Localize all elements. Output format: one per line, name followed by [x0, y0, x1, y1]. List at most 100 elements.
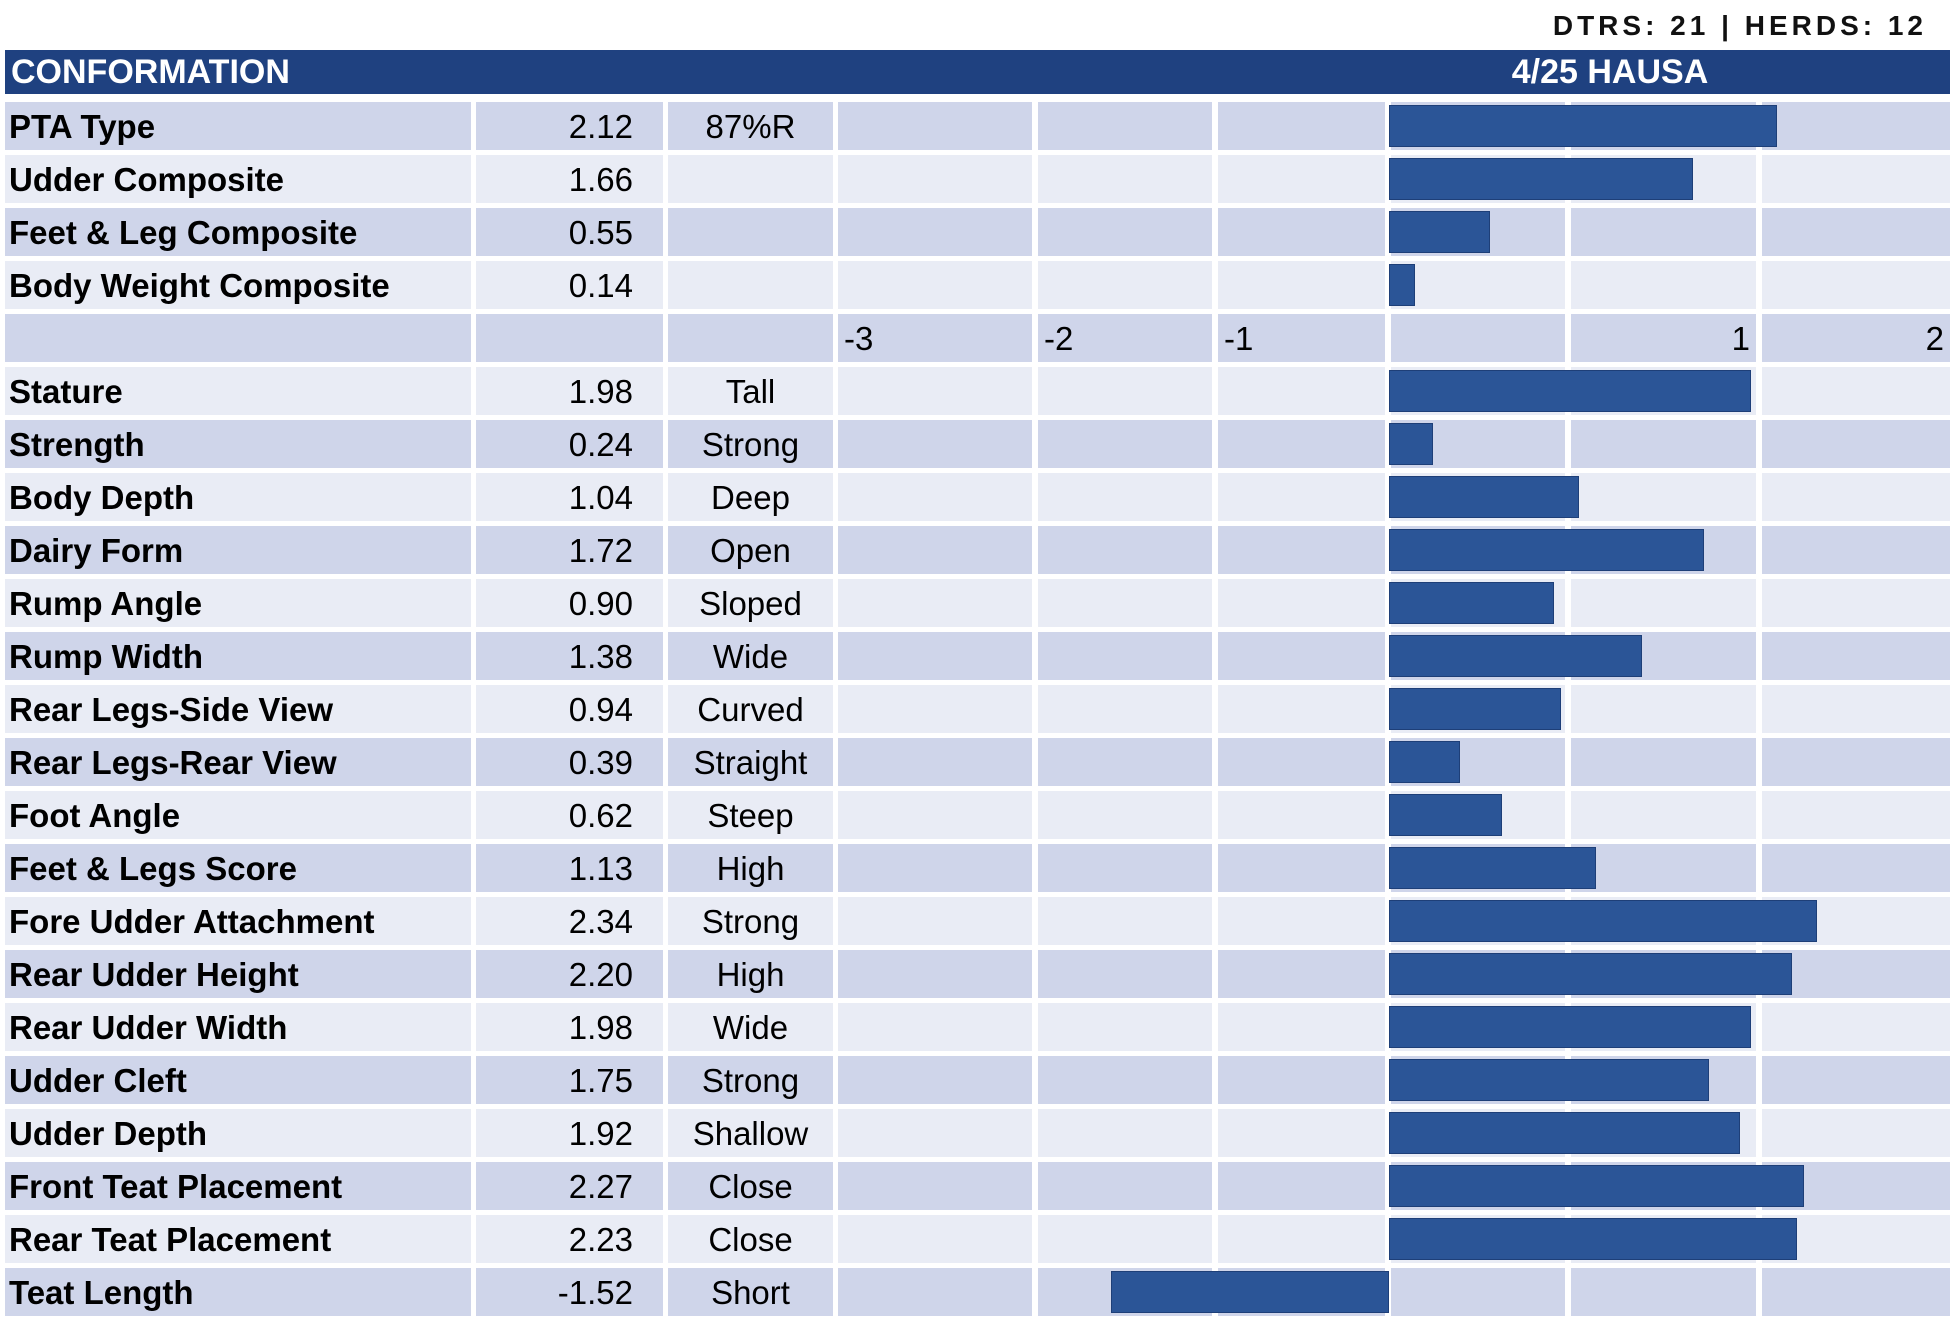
- chart-grid-cell: [1038, 367, 1212, 415]
- value-bar: [1389, 529, 1704, 571]
- row-label: Rear Udder Height: [5, 950, 471, 998]
- chart-grid-cell: [838, 367, 1032, 415]
- pta-value: 1.98: [476, 367, 663, 415]
- pta-value: 1.75: [476, 1056, 663, 1104]
- row-label: Rear Udder Width: [5, 1003, 471, 1051]
- row-label: Body Depth: [5, 473, 471, 521]
- chart-grid-cell: [1571, 685, 1756, 733]
- value-bar: [1389, 688, 1562, 730]
- chart-grid-cell: [1762, 950, 1950, 998]
- trait-description: Deep: [668, 473, 833, 521]
- chart-grid-cell: [1571, 738, 1756, 786]
- pta-value: 0.24: [476, 420, 663, 468]
- chart-grid-cell: [1218, 261, 1385, 309]
- chart-grid-cell: [1762, 1003, 1950, 1051]
- chart-grid-cell: [1218, 844, 1385, 892]
- chart-grid-cell: [1571, 844, 1756, 892]
- row-label: Rump Angle: [5, 579, 471, 627]
- axis-cell: -2: [1038, 314, 1212, 362]
- axis-cell: [1391, 314, 1565, 362]
- chart-grid-cell: [1038, 1215, 1212, 1263]
- chart-grid-cell: [1762, 1056, 1950, 1104]
- row-label: Udder Depth: [5, 1109, 471, 1157]
- pta-value: 1.72: [476, 526, 663, 574]
- value-bar: [1389, 476, 1580, 518]
- value-bar: [1389, 1059, 1710, 1101]
- chart-grid-cell: [1762, 1109, 1950, 1157]
- chart-grid-cell: [1762, 791, 1950, 839]
- trait-description: [668, 261, 833, 309]
- chart-grid-cell: [1038, 1056, 1212, 1104]
- pta-value: 0.62: [476, 791, 663, 839]
- chart-grid-cell: [838, 1003, 1032, 1051]
- evaluation-source: 4/25 HAUSA: [1511, 53, 1709, 91]
- chart-grid-cell: [1218, 897, 1385, 945]
- row-label: [5, 314, 471, 362]
- trait-description: Short: [668, 1268, 833, 1316]
- value-bar: [1389, 847, 1596, 889]
- chart-grid-cell: [838, 1056, 1032, 1104]
- chart-grid-cell: [838, 791, 1032, 839]
- pta-value: 0.94: [476, 685, 663, 733]
- trait-description: Close: [668, 1215, 833, 1263]
- chart-grid-cell: [1218, 685, 1385, 733]
- value-bar: [1389, 635, 1642, 677]
- chart-grid-cell: [838, 473, 1032, 521]
- trait-description: High: [668, 844, 833, 892]
- pta-value: 1.04: [476, 473, 663, 521]
- trait-description: High: [668, 950, 833, 998]
- row-label: Udder Cleft: [5, 1056, 471, 1104]
- chart-grid-cell: [1218, 1162, 1385, 1210]
- pta-value: 2.12: [476, 102, 663, 150]
- chart-grid-cell: [838, 950, 1032, 998]
- chart-grid-cell: [1762, 632, 1950, 680]
- trait-description: Steep: [668, 791, 833, 839]
- chart-grid-cell: [838, 1109, 1032, 1157]
- value-bar: [1389, 1218, 1798, 1260]
- chart-grid-cell: [838, 897, 1032, 945]
- trait-description: Strong: [668, 420, 833, 468]
- trait-description: [668, 208, 833, 256]
- row-label: Rear Teat Placement: [5, 1215, 471, 1263]
- chart-grid-cell: [1038, 473, 1212, 521]
- row-label: Dairy Form: [5, 526, 471, 574]
- row-label: Foot Angle: [5, 791, 471, 839]
- chart-grid-cell: [1218, 526, 1385, 574]
- value-bar: [1389, 370, 1752, 412]
- value-bar: [1389, 1112, 1741, 1154]
- chart-grid-cell: [1762, 473, 1950, 521]
- chart-grid-cell: [1038, 685, 1212, 733]
- pta-value: 0.14: [476, 261, 663, 309]
- trait-description: Strong: [668, 1056, 833, 1104]
- chart-grid-cell: [1218, 155, 1385, 203]
- chart-grid-cell: [1038, 1162, 1212, 1210]
- trait-description: Curved: [668, 685, 833, 733]
- pta-value: 1.66: [476, 155, 663, 203]
- trait-description: Strong: [668, 897, 833, 945]
- trait-description: Wide: [668, 632, 833, 680]
- pta-value: 2.27: [476, 1162, 663, 1210]
- trait-description: 87%R: [668, 102, 833, 150]
- row-label: Teat Length: [5, 1268, 471, 1316]
- pta-value: 2.23: [476, 1215, 663, 1263]
- chart-grid-cell: [1038, 155, 1212, 203]
- trait-description: Open: [668, 526, 833, 574]
- chart-grid-cell: [1218, 367, 1385, 415]
- row-label: Stature: [5, 367, 471, 415]
- value-bar: [1389, 264, 1415, 306]
- chart-grid-cell: [1218, 208, 1385, 256]
- chart-grid-cell: [1391, 1268, 1565, 1316]
- chart-grid-cell: [1038, 102, 1212, 150]
- chart-grid-cell: [1571, 420, 1756, 468]
- chart-grid-cell: [1038, 526, 1212, 574]
- chart-grid-cell: [1038, 897, 1212, 945]
- axis-cell: -1: [1218, 314, 1385, 362]
- chart-grid-cell: [1762, 844, 1950, 892]
- chart-grid-cell: [1218, 738, 1385, 786]
- row-label: PTA Type: [5, 102, 471, 150]
- chart-grid-cell: [1218, 791, 1385, 839]
- chart-grid-cell: [1762, 261, 1950, 309]
- chart-grid-cell: [1571, 261, 1756, 309]
- chart-grid-cell: [1571, 791, 1756, 839]
